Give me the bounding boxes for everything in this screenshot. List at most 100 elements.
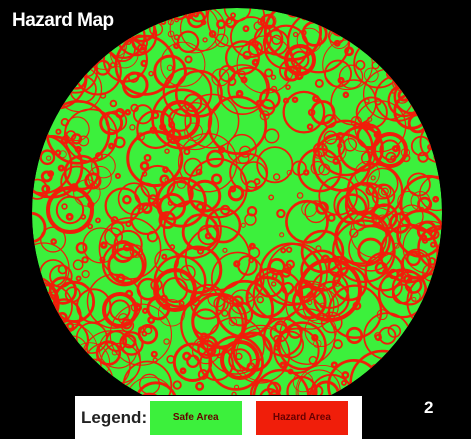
crater [226,18,232,25]
crater [39,149,56,166]
crater [132,104,154,125]
crater [54,378,62,386]
crater [411,296,417,302]
crater [236,35,295,94]
crater [407,356,418,367]
crater [183,157,203,177]
crater [139,161,150,171]
crater [322,114,337,128]
crater [114,107,126,119]
crater [414,84,438,108]
crater [150,350,158,358]
crater [122,194,132,205]
crater [382,361,391,370]
crater [138,326,145,333]
crater [40,170,53,183]
crater [135,392,164,395]
crater [86,60,95,69]
crater [291,96,299,104]
crater [337,76,345,84]
crater [34,374,78,395]
crater [183,148,191,156]
crater [255,99,263,107]
crater [379,139,401,161]
crater [246,205,258,217]
crater [327,213,336,222]
crater [134,381,178,395]
crater [169,244,176,250]
page-number: 2 [424,398,434,417]
crater [396,29,404,37]
crater [285,84,291,90]
crater [160,41,206,87]
crater [141,171,148,177]
crater [342,91,350,99]
crater [396,363,404,371]
crater [157,299,186,327]
crater [313,12,324,23]
crater [355,96,388,129]
crater [34,351,64,381]
crater [428,62,437,70]
crater [230,12,236,19]
crater [411,387,442,395]
crater [405,350,435,380]
crater [256,295,265,304]
crater [273,334,283,344]
crater [400,337,410,347]
crater [423,100,442,140]
crater [397,270,404,277]
crater [163,338,170,345]
crater [197,369,209,380]
crater [111,349,118,356]
crater [242,25,250,33]
crater [438,385,442,393]
crater [155,13,161,20]
crater [421,88,442,114]
crater [248,257,254,264]
crater [162,67,213,117]
crater [160,100,200,140]
crater [41,184,51,194]
crater [60,135,70,145]
crater [427,257,437,266]
crater [48,276,78,305]
crater [393,75,407,89]
crater [36,353,44,362]
crater [46,155,52,161]
crater [391,283,413,305]
crater [414,26,442,62]
crater [179,8,226,52]
crater [411,101,422,111]
crater [222,247,228,253]
crater [144,326,153,335]
crater [341,380,347,386]
crater [380,187,389,196]
crater [231,391,237,395]
crater [65,212,74,221]
crater [109,99,118,108]
crater [57,352,91,386]
crater [108,142,115,150]
crater [64,116,90,142]
crater [72,259,84,271]
crater [208,30,217,38]
crater [364,98,370,104]
crater [206,149,225,168]
crater [46,186,94,234]
crater [162,277,188,303]
crater [113,229,143,259]
crater [348,225,394,272]
crater [63,108,118,163]
crater [54,149,62,156]
legend-swatch: Safe Area [149,400,242,435]
hazard-map [32,8,442,395]
crater [166,354,176,364]
crater [410,372,442,395]
crater [147,316,156,324]
crater [38,392,67,395]
crater [32,362,62,395]
crater [296,192,304,199]
crater [41,192,48,199]
crater [211,173,223,185]
